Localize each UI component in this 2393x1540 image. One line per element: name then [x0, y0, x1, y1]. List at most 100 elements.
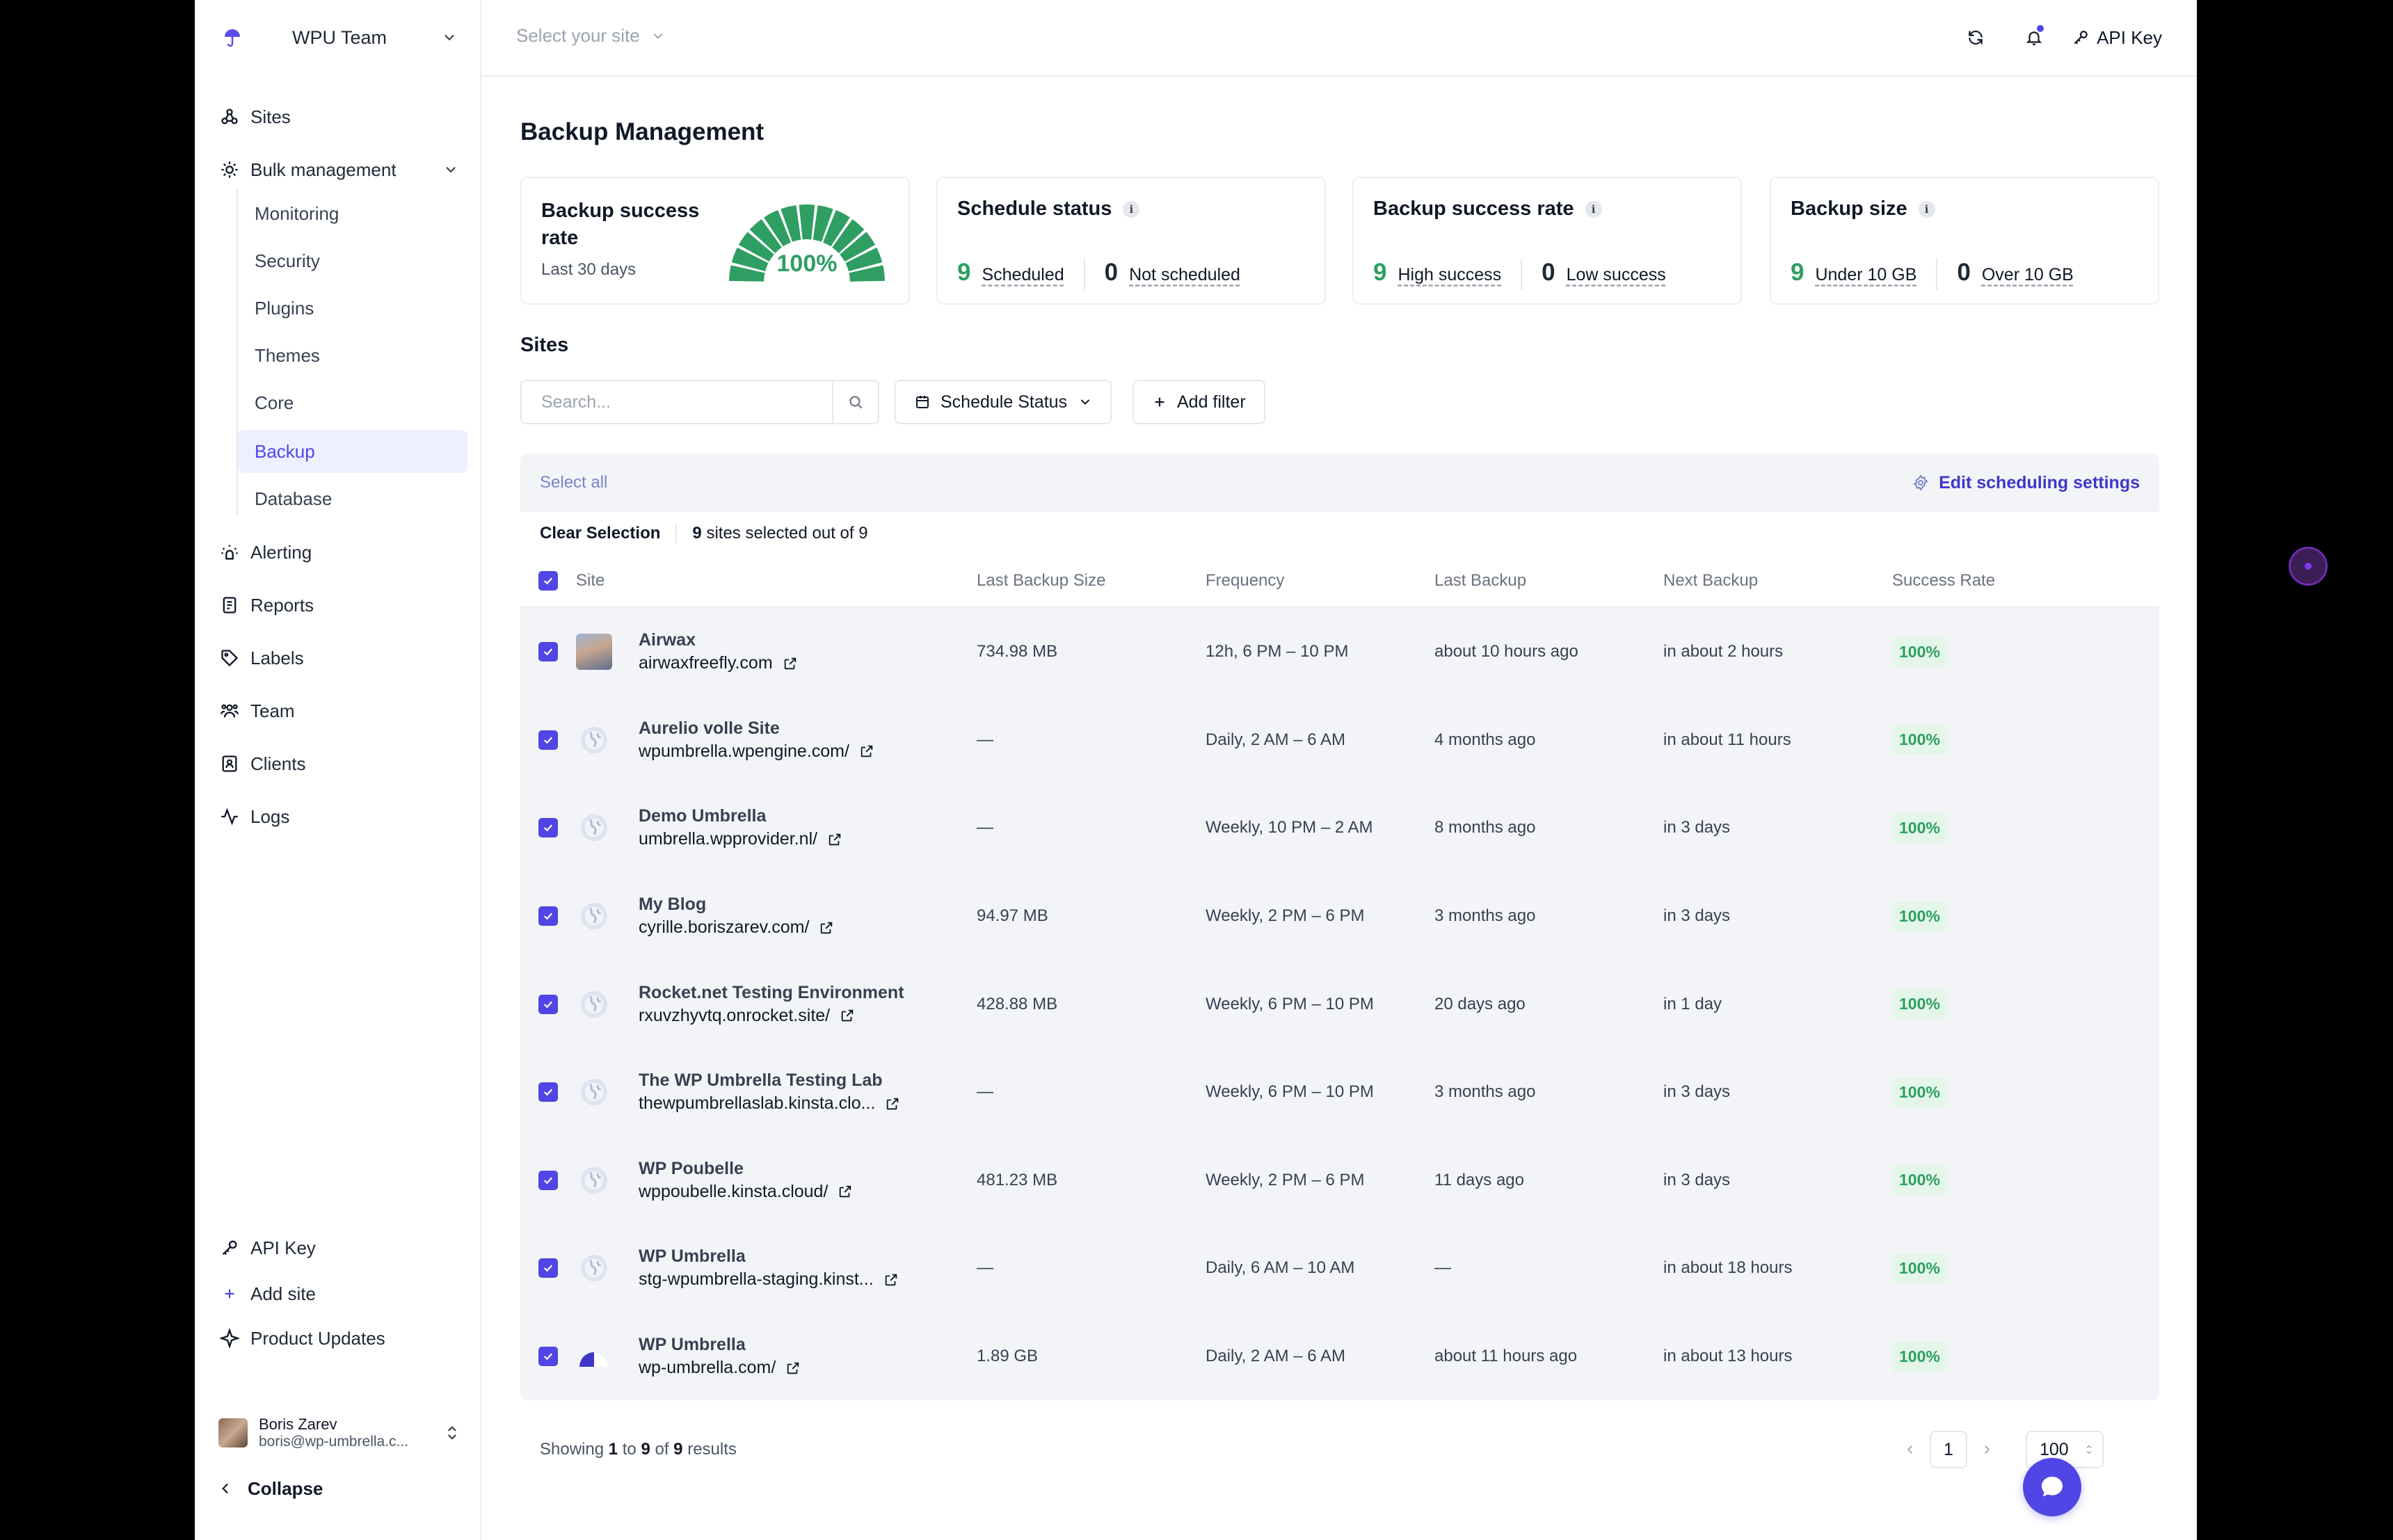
globe-icon	[576, 986, 612, 1022]
sub-item-monitoring[interactable]: Monitoring	[255, 202, 339, 224]
site-url[interactable]: airwaxfreefly.com	[639, 653, 773, 673]
external-link-icon[interactable]	[827, 832, 842, 847]
site-url[interactable]: thewpumbrellaslab.kinsta.clo...	[639, 1093, 876, 1114]
row-checkbox[interactable]	[538, 1347, 558, 1367]
team-switcher[interactable]: WPU Team	[218, 19, 459, 56]
user-menu[interactable]: Boris Zarev boris@wp-umbrella.c...	[218, 1413, 462, 1452]
table-row[interactable]: WP Poubelle wppoubelle.kinsta.cloud/481.2…	[520, 1137, 2159, 1225]
refresh-icon[interactable]	[1959, 21, 1992, 54]
edit-scheduling-settings-button[interactable]: Edit scheduling settings	[1912, 473, 2140, 493]
external-link-icon[interactable]	[840, 1008, 855, 1023]
under-10gb-link[interactable]: Under 10 GB	[1815, 265, 1917, 284]
table-row[interactable]: WP Umbrella wp-umbrella.com/1.89 GB Daily,…	[520, 1313, 2159, 1401]
row-checkbox[interactable]	[538, 642, 558, 662]
scheduled-link[interactable]: Scheduled	[982, 265, 1064, 284]
site-select[interactable]: Select your site	[516, 25, 665, 47]
column-site[interactable]: Site	[576, 571, 605, 590]
site-url[interactable]: rxuvzhyvtq.onrocket.site/	[639, 1005, 831, 1025]
site-url[interactable]: wp-umbrella.com/	[639, 1358, 776, 1378]
site-url[interactable]: cyrille.boriszarev.com/	[639, 917, 810, 938]
site-name[interactable]: Airwax	[639, 630, 696, 650]
page-number[interactable]: 1	[1930, 1431, 1967, 1468]
schedule-status-filter[interactable]: Schedule Status	[895, 380, 1112, 424]
nav-bulk-management[interactable]: Bulk management	[217, 149, 461, 191]
table-row[interactable]: Demo Umbrella umbrella.wpprovider.nl/ — Wee…	[520, 784, 2159, 872]
header-checkbox[interactable]	[538, 571, 558, 591]
external-link-icon[interactable]	[885, 1096, 900, 1112]
site-url[interactable]: stg-wpumbrella-staging.kinst...	[639, 1269, 874, 1290]
column-last-backup-size[interactable]: Last Backup Size	[977, 571, 1106, 590]
site-url[interactable]: wpumbrella.wpengine.com/	[639, 741, 849, 761]
api-key-button[interactable]: API Key	[2072, 27, 2162, 49]
info-icon[interactable]: i	[1123, 200, 1140, 218]
external-link-icon[interactable]	[783, 656, 798, 671]
select-all-button[interactable]: Select all	[540, 473, 608, 492]
nav-add-site[interactable]: Add site	[217, 1273, 461, 1315]
search-input[interactable]	[522, 381, 832, 423]
nav-sites[interactable]: Sites	[217, 96, 461, 138]
nav-labels[interactable]: Labels	[217, 637, 461, 679]
nav-clients[interactable]: Clients	[217, 743, 461, 785]
nav-alerting[interactable]: Alerting	[217, 531, 461, 573]
low-success-link[interactable]: Low success	[1566, 265, 1666, 284]
info-icon[interactable]: i	[1585, 200, 1602, 218]
external-link-icon[interactable]	[859, 744, 874, 759]
bell-icon[interactable]	[2017, 21, 2051, 54]
sub-item-security[interactable]: Security	[255, 250, 320, 271]
row-checkbox[interactable]	[538, 1258, 558, 1278]
row-checkbox[interactable]	[538, 1170, 558, 1190]
external-link-icon[interactable]	[838, 1184, 853, 1199]
high-success-link[interactable]: High success	[1398, 265, 1502, 284]
row-checkbox[interactable]	[538, 818, 558, 838]
over-10gb-link[interactable]: Over 10 GB	[1981, 265, 2074, 284]
nav-team-label: Team	[250, 700, 295, 721]
site-name[interactable]: Demo Umbrella	[639, 806, 767, 826]
sub-item-database[interactable]: Database	[255, 488, 333, 509]
row-checkbox[interactable]	[538, 994, 558, 1014]
site-url[interactable]: wppoubelle.kinsta.cloud/	[639, 1181, 829, 1201]
sub-item-backup[interactable]: Backup	[238, 430, 467, 473]
site-name[interactable]: WP Poubelle	[639, 1158, 744, 1178]
site-url[interactable]: umbrella.wpprovider.nl/	[639, 829, 818, 849]
nav-team[interactable]: Team	[217, 690, 461, 732]
row-checkbox[interactable]	[538, 1082, 558, 1102]
table-row[interactable]: Aurelio volle Site wpumbrella.wpengine.co…	[520, 696, 2159, 785]
next-backup: in about 13 hours	[1663, 1347, 1793, 1366]
external-link-icon[interactable]	[883, 1272, 899, 1288]
add-filter-button[interactable]: Add filter	[1133, 380, 1265, 424]
next-page-icon[interactable]	[1973, 1443, 2001, 1456]
collapse-button[interactable]: Collapse	[218, 1473, 323, 1504]
column-last-backup[interactable]: Last Backup	[1434, 571, 1527, 590]
search-icon[interactable]	[832, 381, 878, 423]
external-link-icon[interactable]	[819, 920, 834, 936]
row-checkbox[interactable]	[538, 730, 558, 750]
sub-item-core[interactable]: Core	[255, 392, 294, 413]
table-row[interactable]: My Blog cyrille.boriszarev.com/94.97 MB We…	[520, 872, 2159, 961]
column-next-backup[interactable]: Next Backup	[1663, 571, 1759, 590]
site-name[interactable]: Rocket.net Testing Environment	[639, 982, 904, 1002]
table-row[interactable]: Rocket.net Testing Environment rxuvzhyvtq…	[520, 960, 2159, 1048]
sub-item-themes[interactable]: Themes	[255, 344, 320, 366]
info-icon[interactable]: i	[1918, 200, 1935, 218]
table-row[interactable]: The WP Umbrella Testing Lab thewpumbrella…	[520, 1048, 2159, 1137]
nav-reports[interactable]: Reports	[217, 584, 461, 626]
nav-logs[interactable]: Logs	[217, 796, 461, 837]
external-link-icon[interactable]	[785, 1361, 801, 1376]
prev-page-icon[interactable]	[1896, 1443, 1924, 1456]
nav-api-key[interactable]: API Key	[217, 1227, 461, 1269]
column-frequency[interactable]: Frequency	[1206, 571, 1285, 590]
table-row[interactable]: WP Umbrella stg-wpumbrella-staging.kinst.…	[520, 1224, 2159, 1313]
row-checkbox[interactable]	[538, 906, 558, 927]
site-name[interactable]: Aurelio volle Site	[639, 718, 780, 738]
sub-item-plugins[interactable]: Plugins	[255, 297, 314, 319]
site-name[interactable]: WP Umbrella	[639, 1246, 746, 1267]
nav-product-updates[interactable]: Product Updates	[217, 1317, 461, 1359]
site-name[interactable]: The WP Umbrella Testing Lab	[639, 1070, 883, 1091]
table-row[interactable]: Airwax airwaxfreefly.com 734.98 MB 12h, 6 P…	[520, 608, 2159, 696]
column-success-rate[interactable]: Success Rate	[1892, 571, 1996, 590]
site-name[interactable]: WP Umbrella	[639, 1335, 746, 1355]
clear-selection-button[interactable]: Clear Selection	[540, 524, 661, 543]
chat-support-button[interactable]	[2023, 1458, 2081, 1516]
site-name[interactable]: My Blog	[639, 895, 707, 915]
not-scheduled-link[interactable]: Not scheduled	[1129, 265, 1240, 284]
